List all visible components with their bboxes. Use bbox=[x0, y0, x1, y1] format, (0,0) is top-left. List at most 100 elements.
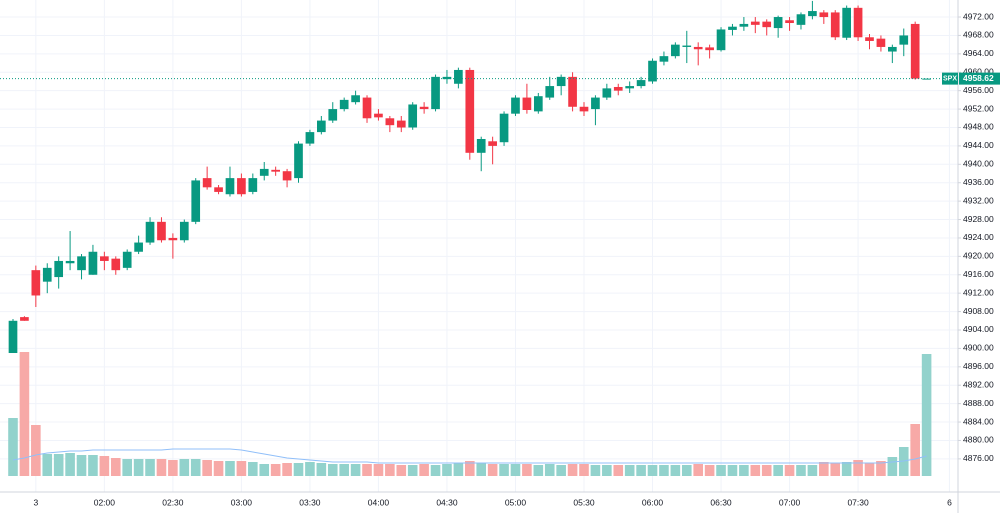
candle-body bbox=[77, 256, 86, 271]
candle-body bbox=[728, 26, 737, 30]
volume-bar bbox=[681, 465, 692, 476]
candle-body bbox=[842, 7, 851, 38]
candle-body bbox=[533, 96, 543, 112]
volume-bar bbox=[53, 454, 64, 476]
y-tick-label: 4944.00 bbox=[963, 140, 994, 150]
volume-bar bbox=[145, 459, 155, 476]
volume-bar bbox=[270, 464, 281, 476]
symbol-badge bbox=[942, 72, 958, 85]
volume-bar bbox=[876, 461, 886, 476]
volume-bar bbox=[316, 463, 327, 476]
candle-body bbox=[488, 141, 497, 146]
y-tick-label: 4936.00 bbox=[963, 177, 994, 187]
volume-bar bbox=[659, 465, 669, 476]
candle-body bbox=[819, 12, 829, 18]
volume-bar bbox=[282, 463, 292, 476]
candle-body bbox=[88, 251, 98, 275]
volume-bar bbox=[624, 465, 635, 476]
volume-bar bbox=[670, 465, 681, 476]
candle-body bbox=[374, 113, 383, 118]
candle-body bbox=[876, 38, 886, 47]
candle-body bbox=[499, 113, 509, 143]
candle-body bbox=[419, 106, 429, 110]
volume-bar bbox=[179, 459, 190, 476]
candle-body bbox=[179, 221, 189, 241]
volume-bar bbox=[853, 460, 863, 476]
y-tick-label: 4960.00 bbox=[963, 67, 994, 77]
volume-bar bbox=[305, 462, 315, 476]
candle-body bbox=[157, 221, 166, 241]
candle-body bbox=[408, 104, 418, 128]
volume-bar bbox=[133, 459, 144, 476]
volume-bar bbox=[910, 424, 920, 476]
volume-bar bbox=[110, 458, 121, 476]
volume-bar bbox=[739, 465, 749, 476]
candle-body bbox=[602, 88, 612, 98]
candle-body bbox=[65, 260, 75, 264]
candle-body bbox=[693, 46, 703, 50]
candle-body bbox=[248, 178, 258, 192]
volume-bar bbox=[864, 463, 875, 476]
candle-body bbox=[910, 23, 920, 79]
candle-body bbox=[865, 37, 874, 41]
volume-bar bbox=[442, 464, 452, 476]
x-tick-label: 02:30 bbox=[162, 497, 184, 507]
y-tick-label: 4968.00 bbox=[963, 30, 994, 40]
candle-body bbox=[317, 120, 326, 133]
volume-bar bbox=[636, 465, 646, 476]
volume-bar bbox=[407, 465, 418, 476]
candle-body bbox=[785, 20, 794, 24]
candle-body bbox=[636, 80, 646, 87]
candle-body bbox=[20, 317, 29, 321]
volume-bar bbox=[544, 464, 555, 476]
y-tick-label: 4916.00 bbox=[963, 269, 994, 279]
last-price-label: 4958.62 bbox=[963, 73, 994, 83]
volume-bar bbox=[465, 461, 475, 476]
volume-bar bbox=[156, 459, 167, 476]
candle-body bbox=[168, 237, 178, 241]
x-tick-label: 03:00 bbox=[231, 497, 253, 507]
candle-body bbox=[659, 56, 669, 62]
volume-bar bbox=[921, 354, 932, 476]
candle-body bbox=[294, 143, 303, 179]
volume-bar bbox=[613, 465, 624, 476]
candle-body bbox=[579, 106, 589, 112]
y-tick-label: 4952.00 bbox=[963, 103, 994, 113]
volume-bar bbox=[773, 465, 783, 476]
volume-bar bbox=[350, 464, 361, 476]
y-tick-label: 4876.00 bbox=[963, 453, 994, 463]
candle-body bbox=[648, 60, 657, 82]
volume-bar bbox=[168, 460, 178, 476]
volume-bar bbox=[122, 459, 132, 476]
volume-bar bbox=[248, 462, 258, 476]
y-tick-label: 4892.00 bbox=[963, 379, 994, 389]
volume-bar bbox=[887, 457, 898, 476]
x-tick-label: 6 bbox=[947, 497, 952, 507]
candle-body bbox=[225, 178, 235, 195]
volume-bar bbox=[213, 461, 224, 476]
y-tick-label: 4888.00 bbox=[963, 398, 994, 408]
x-tick-label: 3 bbox=[33, 497, 38, 507]
volume-bar bbox=[567, 464, 578, 476]
y-tick-label: 4956.00 bbox=[963, 85, 994, 95]
volume-bar bbox=[590, 465, 601, 476]
y-tick-label: 4920.00 bbox=[963, 251, 994, 261]
volume-bar bbox=[750, 465, 761, 476]
volume-bar bbox=[259, 464, 270, 476]
volume-bar bbox=[385, 464, 395, 476]
x-tick-label: 07:30 bbox=[847, 497, 869, 507]
candle-body bbox=[705, 47, 714, 51]
volume-bar bbox=[761, 465, 772, 476]
y-tick-label: 4928.00 bbox=[963, 214, 994, 224]
candle-body bbox=[431, 76, 440, 110]
volume-bar bbox=[693, 464, 703, 476]
candle-body bbox=[305, 132, 315, 144]
volume-bar bbox=[522, 464, 532, 476]
x-tick-label: 02:00 bbox=[94, 497, 116, 507]
volume-bar bbox=[430, 465, 441, 476]
candle-body bbox=[739, 23, 749, 27]
volume-bar bbox=[487, 464, 498, 476]
y-tick-label: 4908.00 bbox=[963, 306, 994, 316]
candle-body bbox=[54, 260, 64, 278]
